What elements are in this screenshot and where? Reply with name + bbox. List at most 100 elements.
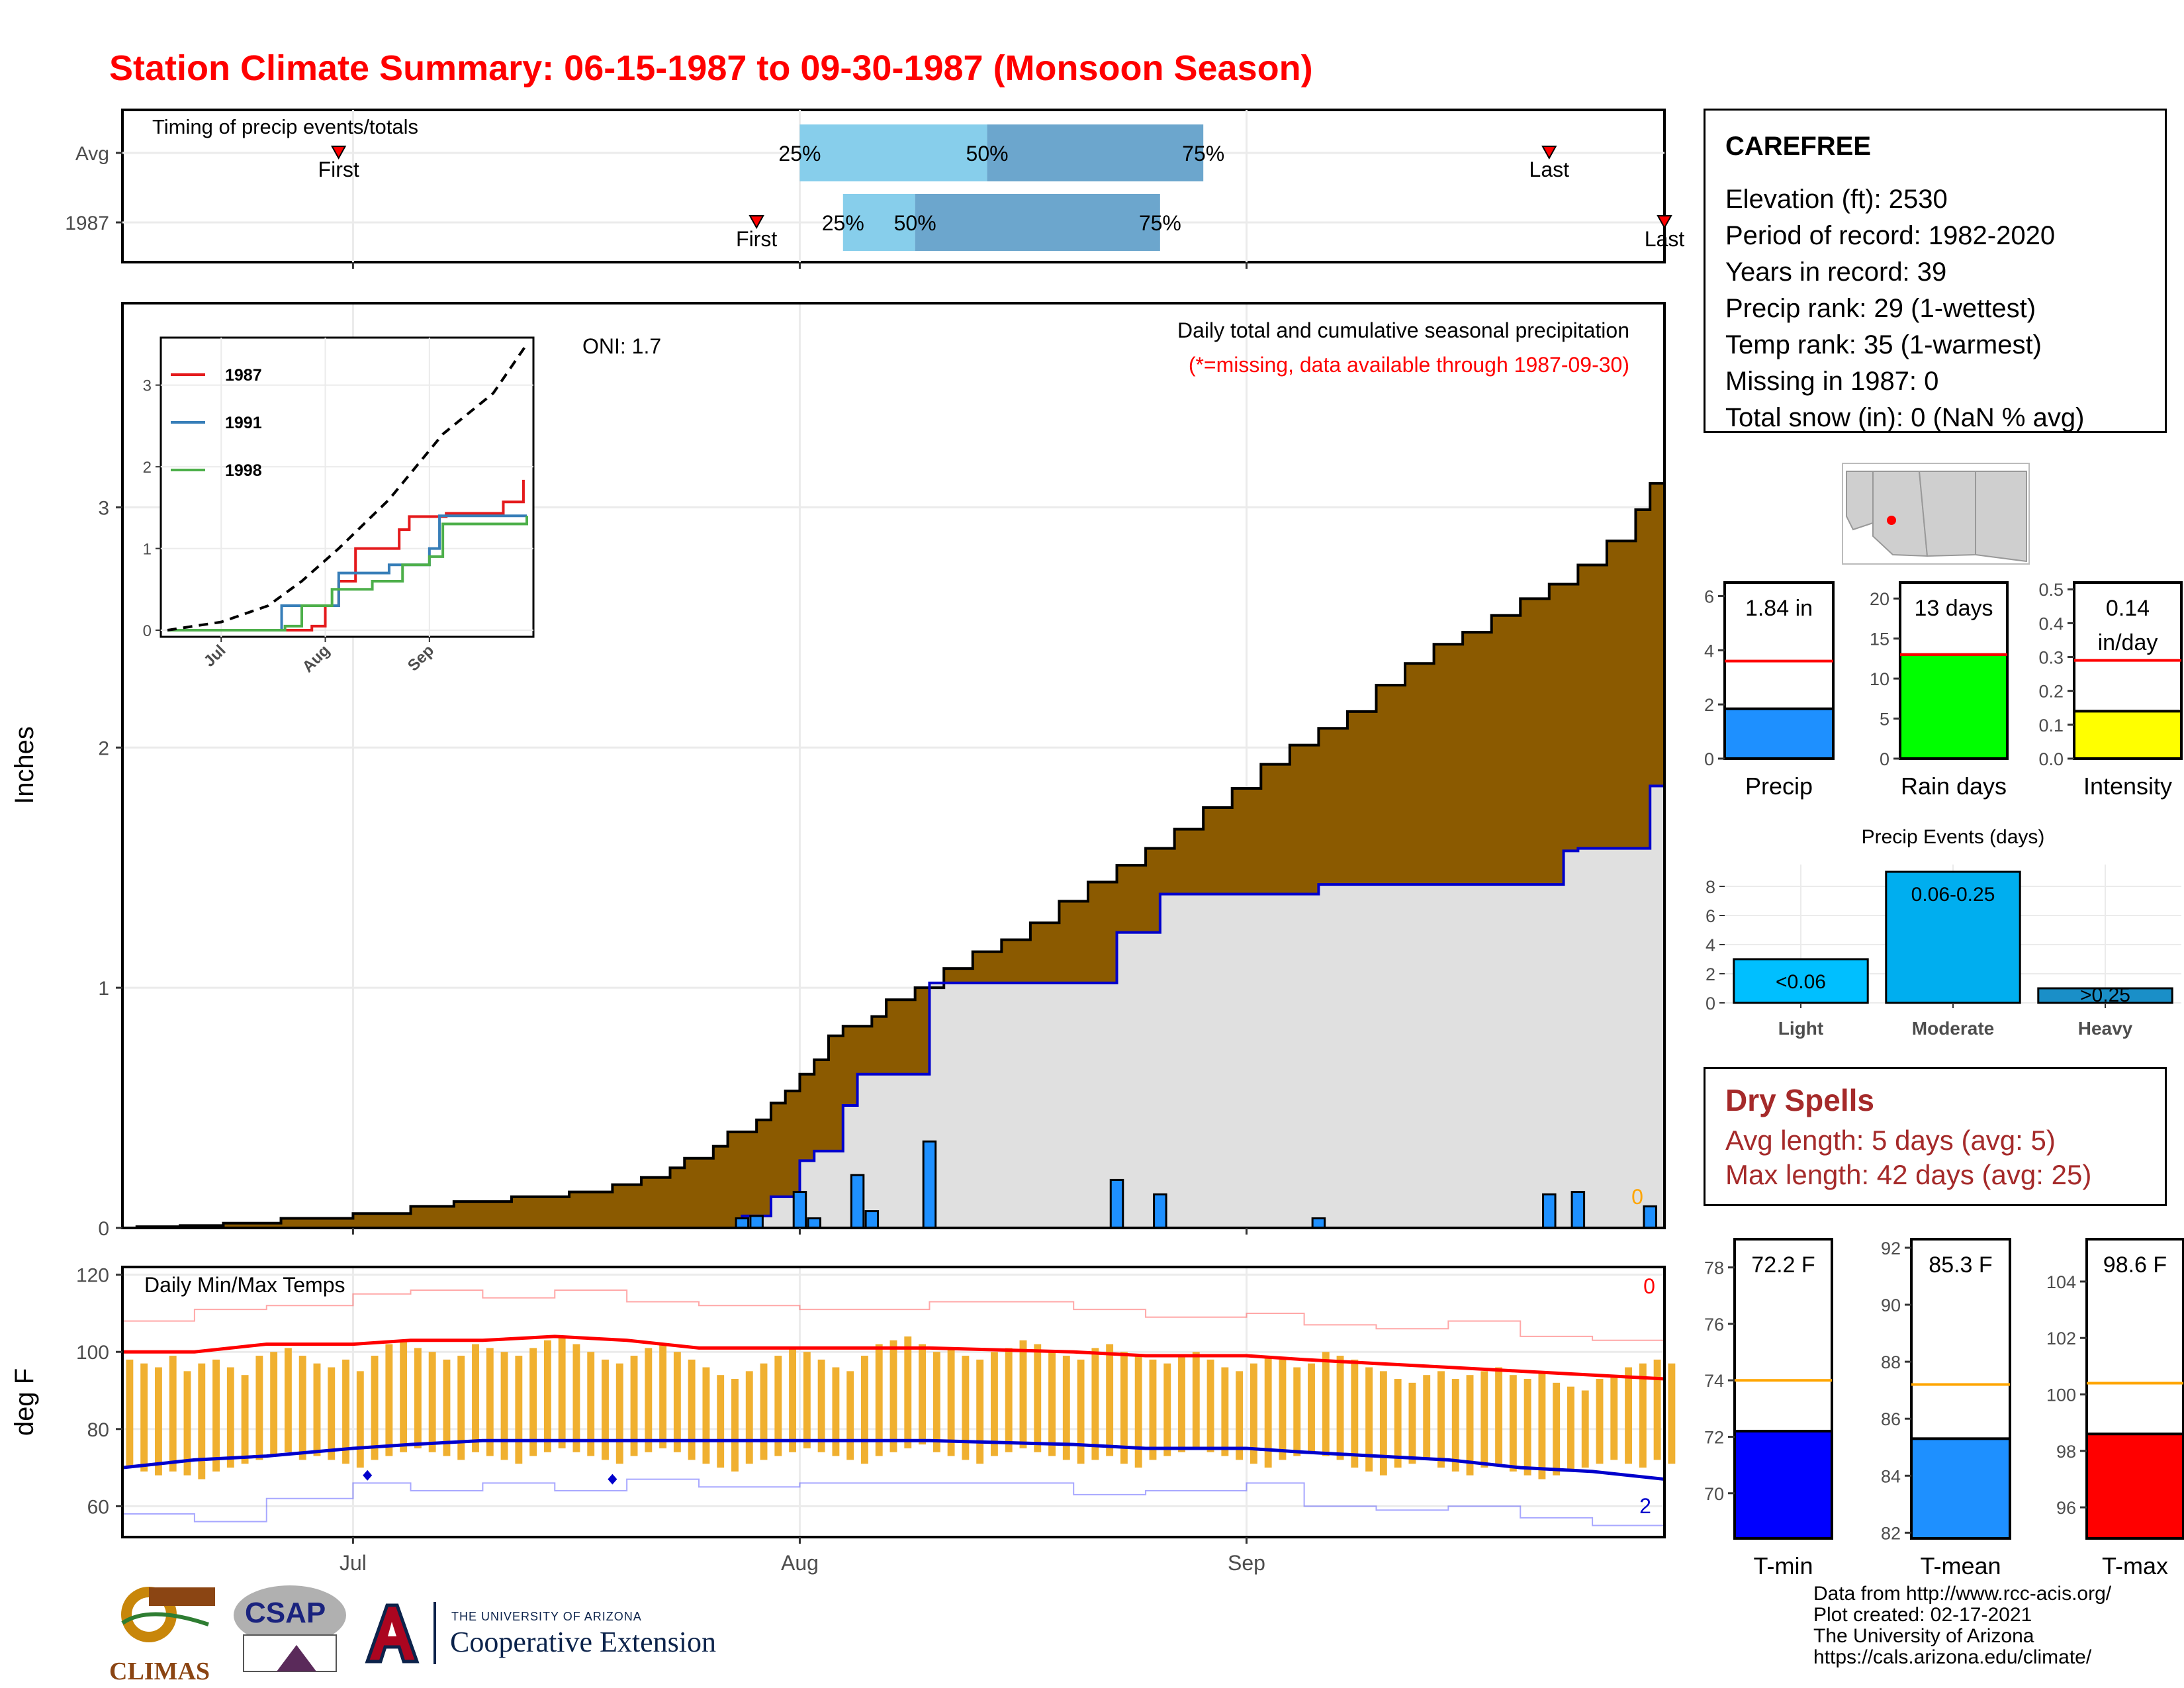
- panel-ytick-label: 5: [1880, 710, 1889, 729]
- station-precip-rank: Precip rank: 29 (1-wettest): [1725, 294, 2036, 323]
- events-bar-light: [1733, 958, 1869, 1004]
- panel-value-label-Intensity: 0.14: [2106, 596, 2150, 621]
- panel-ytick-label: 0: [1880, 749, 1889, 769]
- daily-temp-bar: [1034, 1344, 1042, 1452]
- panel-ytick-label: 102: [2046, 1329, 2076, 1348]
- daily-temp-bar: [1379, 1371, 1387, 1476]
- daily-temp-bar: [1236, 1371, 1244, 1460]
- daily-temp-bar: [1120, 1352, 1128, 1464]
- daily-precip-bar: [1109, 1178, 1124, 1229]
- events-ytick-label: 8: [1706, 877, 1715, 897]
- missing-min-marker: [363, 1470, 373, 1481]
- daily-temp-bar: [529, 1348, 537, 1456]
- dry-spells-avg: Avg length: 5 days (avg: 5): [1725, 1125, 2056, 1156]
- daily-temp-bar: [1480, 1371, 1488, 1468]
- daily-temp-bar: [1365, 1367, 1373, 1472]
- temp-missing-min: 2: [1639, 1494, 1651, 1518]
- panel-xlabel-T-max: T-max: [2102, 1552, 2168, 1579]
- panel-bar-Intensity: [2073, 710, 2183, 761]
- credit-university: The University of Arizona: [1813, 1625, 2034, 1647]
- state-new-mexico: [1918, 471, 1976, 557]
- panel-ytick-label: 84: [1881, 1466, 1901, 1486]
- daily-precip-bar: [1311, 1217, 1326, 1229]
- state-arizona: [1872, 471, 1929, 557]
- station-location-marker: [1887, 516, 1896, 525]
- panel-ytick-label: 0.4: [2038, 614, 2064, 633]
- daily-precip-bar: [1153, 1193, 1167, 1229]
- panel-bar-T-mean: [1910, 1437, 2011, 1540]
- daily-temp-bar: [976, 1359, 984, 1464]
- daily-temp-bar: [1250, 1363, 1257, 1464]
- inset-legend-label: 1998: [225, 461, 262, 480]
- events-bar-label: 0.06-0.25: [1911, 884, 1995, 906]
- daily-temp-bar: [861, 1356, 868, 1464]
- daily-temp-bar: [270, 1352, 278, 1456]
- daily-temp-bar: [457, 1356, 465, 1460]
- daily-temp-bar: [226, 1367, 234, 1468]
- temp-ytick-label: 60: [87, 1496, 109, 1518]
- daily-temp-bar: [1538, 1371, 1546, 1479]
- station-period: Period of record: 1982-2020: [1725, 221, 2056, 250]
- timing-row-label: 1987: [65, 212, 109, 234]
- daily-temp-bar: [241, 1375, 249, 1464]
- daily-temp-bar: [990, 1352, 998, 1456]
- panel-value-label-T-min: 72.2 F: [1751, 1252, 1815, 1278]
- station-missing: Missing in 1987: 0: [1725, 367, 1939, 396]
- panel-bar-T-max: [2085, 1432, 2184, 1540]
- daily-temp-bar: [774, 1356, 782, 1456]
- events-ytick-label: 2: [1706, 964, 1715, 984]
- daily-temp-bar: [500, 1352, 508, 1460]
- daily-temp-bar: [1524, 1379, 1531, 1476]
- daily-temp-bar: [587, 1352, 595, 1456]
- panel-ytick-label: 0.0: [2038, 749, 2064, 769]
- ua-logo-small-text: THE UNIVERSITY OF ARIZONA: [451, 1610, 642, 1623]
- credits: Data from http://www.rcc-acis.org/ Plot …: [1813, 1583, 2111, 1668]
- temp-xtick-label: Sep: [1228, 1551, 1265, 1575]
- panel-ytick-label: 88: [1881, 1352, 1901, 1372]
- climas-logo: CLIMAS: [109, 1578, 222, 1685]
- daily-temp-bar: [1423, 1375, 1431, 1460]
- daily-temp-bar: [1653, 1359, 1661, 1460]
- inset-legend-label: 1991: [225, 414, 262, 432]
- panel-ytick-label: 0.1: [2038, 716, 2064, 735]
- daily-temp-bar: [919, 1344, 926, 1445]
- daily-temp-bar: [1625, 1367, 1633, 1464]
- temp-missing-max: 0: [1643, 1274, 1655, 1298]
- panel-ytick-label: 10: [1870, 669, 1889, 689]
- daily-precip-bar: [1542, 1193, 1557, 1229]
- climas-logo-text: CLIMAS: [109, 1658, 210, 1685]
- csap-logo-text: CSAP: [245, 1597, 326, 1629]
- panel-ytick-label: 20: [1870, 589, 1889, 609]
- daily-temp-bar: [1134, 1356, 1142, 1468]
- locator-map: [1842, 463, 2030, 565]
- daily-temp-bar: [558, 1336, 566, 1448]
- panel-ytick-label: 0: [1704, 749, 1714, 769]
- daily-temp-bar: [1408, 1382, 1416, 1464]
- precip-ytick-label: 1: [98, 978, 109, 1000]
- precip-missing-note: (*=missing, data available through 1987-…: [1189, 353, 1629, 377]
- panel-ytick-label: 86: [1881, 1409, 1901, 1429]
- timing-first-label: First: [736, 227, 777, 251]
- state-texas: [1975, 471, 2027, 563]
- timing-first-label: First: [318, 158, 359, 181]
- climas-logo-mark: [121, 1587, 215, 1642]
- daily-temp-bar: [1308, 1363, 1315, 1452]
- panel-xlabel-Intensity: Intensity: [2083, 773, 2172, 800]
- daily-temp-bar: [717, 1375, 725, 1468]
- daily-temp-bar: [1221, 1367, 1229, 1456]
- missing-min-marker: [608, 1474, 617, 1485]
- daily-temp-bar: [126, 1359, 134, 1468]
- panel-value-label-Precip: 1.84 in: [1745, 596, 1813, 621]
- daily-temp-bar: [212, 1359, 220, 1472]
- panel-value-label2-Intensity: in/day: [2098, 630, 2158, 655]
- daily-temp-bar: [615, 1363, 623, 1464]
- daily-temp-bar: [889, 1340, 897, 1452]
- tmax-record-line: [122, 1289, 1665, 1344]
- ua-a-icon: [365, 1603, 420, 1664]
- daily-temp-bar: [400, 1340, 408, 1452]
- panel-ytick-label: 4: [1704, 641, 1714, 661]
- daily-precip-bar: [864, 1210, 880, 1229]
- panel-ytick-label: 15: [1870, 630, 1889, 649]
- daily-temp-bar: [1149, 1359, 1157, 1460]
- inset-ytick-label: 2: [143, 459, 152, 477]
